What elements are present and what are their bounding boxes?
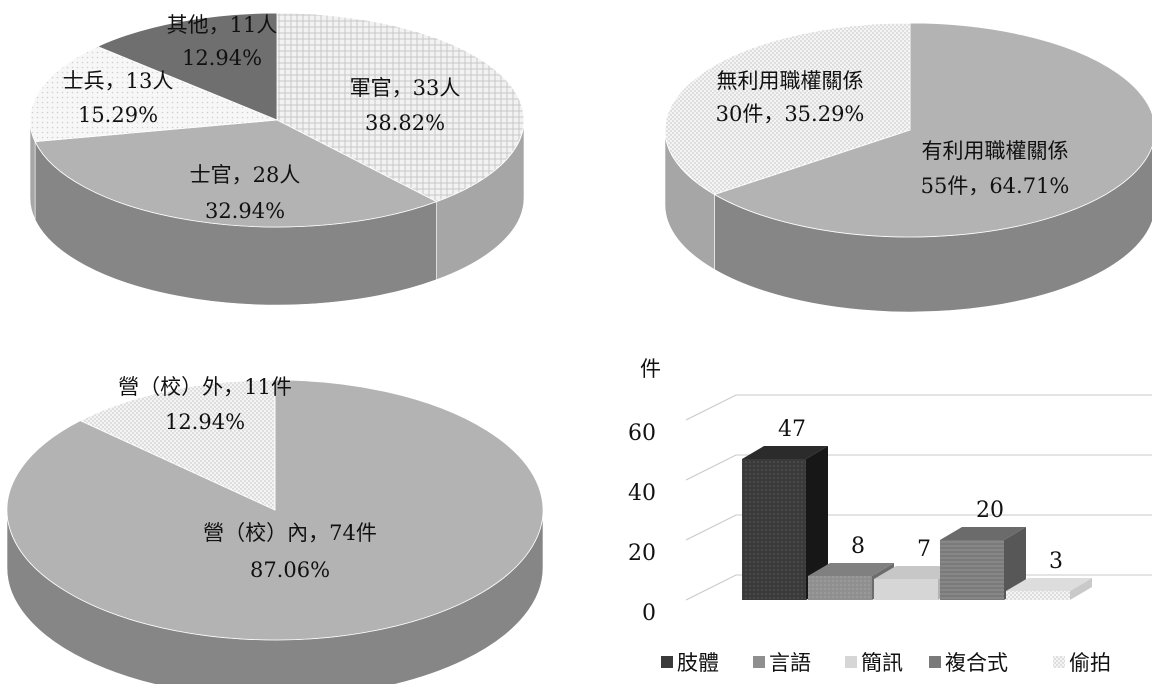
y-axis-label: 件: [640, 357, 661, 381]
bar-data-label: 47: [778, 417, 806, 442]
pie-chart-2: 有利用職權關係 55件，64.71% 無利用職權關係 30件，35.29%: [664, 22, 1152, 313]
pie-charts: 軍官，33人 38.82% 士官，28人 32.94% 士兵，13人 15.29% 其他，1…: [6, 12, 1152, 684]
pie-slice-1: [713, 22, 1152, 238]
legend-label: 簡訊: [861, 651, 903, 675]
slice-value-label: 55件，64.71%: [921, 174, 1070, 198]
bar-front: [1006, 591, 1070, 600]
bar-side: [1070, 578, 1092, 600]
bar-肢體: 47: [742, 417, 828, 600]
legend: 肢體 言語 簡訊 複合式 偷拍: [661, 651, 1111, 675]
slice-value-label: 87.06%: [250, 558, 330, 582]
slice-label: 營（校）外，11件: [118, 375, 292, 399]
pie-slice-4: [96, 12, 278, 121]
legend-swatch: [1053, 656, 1065, 668]
slice-label: 有利用職權關係: [922, 139, 1069, 163]
pie-slice-2: [664, 22, 911, 195]
bar-front: [742, 459, 806, 600]
legend-swatch: [929, 656, 941, 668]
bar-top: [808, 563, 894, 576]
slice-value-label: 15.29%: [78, 103, 158, 127]
slice-label: 士官，28人: [190, 163, 301, 187]
legend-label: 言語: [769, 651, 811, 675]
pie-slice-2: [34, 119, 438, 228]
bar-front: [808, 576, 872, 600]
bar-data-label: 20: [976, 498, 1004, 523]
legend-label: 複合式: [945, 651, 1008, 675]
slice-value-label: 32.94%: [205, 199, 285, 223]
slice-label: 其他，11人: [167, 13, 278, 37]
bar-side: [806, 446, 828, 600]
bar-chart: 0 20 40 60 件 47 8 7 20 3 肢體 言語 簡訊 複合式 偷拍: [628, 357, 1152, 675]
pie-slice-2: [79, 379, 276, 511]
pie-chart-1: 軍官，33人 38.82% 士官，28人 32.94% 士兵，13人 15.29% 其他，1…: [29, 12, 525, 306]
y-tick-label: 20: [628, 541, 656, 566]
legend-label: 肢體: [677, 651, 719, 675]
gridline: [685, 454, 1152, 481]
bar-top: [1006, 578, 1092, 591]
gridline: [685, 394, 1152, 421]
slice-value-label: 38.82%: [365, 111, 445, 135]
gridline: [685, 514, 1152, 541]
legend-swatch: [753, 656, 765, 668]
pie-slice-1: [276, 12, 525, 203]
slice-label: 軍官，33人: [350, 76, 461, 100]
bar-偷拍: 3: [1006, 549, 1092, 600]
bar-top: [940, 527, 1026, 540]
slice-label: 營（校）內，74件: [203, 521, 377, 545]
slice-value-label: 12.94%: [182, 46, 262, 70]
bar-side: [1004, 527, 1026, 600]
slice-label: 無利用職權關係: [717, 69, 864, 93]
bar-top: [874, 566, 960, 579]
legend-swatch: [845, 656, 857, 668]
bar-top: [742, 446, 828, 459]
pie-slice-3: [29, 46, 278, 143]
bar-複合式: 20: [940, 498, 1026, 600]
bar-front: [940, 540, 1004, 600]
y-tick-label: 60: [628, 421, 656, 446]
legend-swatch: [661, 656, 673, 668]
pie-sides: [29, 119, 525, 306]
bar-data-label: 8: [851, 534, 865, 559]
y-tick-label: 0: [642, 601, 656, 626]
pie-chart-3: 營（校）內，74件 87.06% 營（校）外，11件 12.94%: [6, 375, 544, 684]
slice-value-label: 12.94%: [165, 410, 245, 434]
bar-front: [874, 579, 938, 600]
legend-label: 偷拍: [1069, 651, 1111, 675]
bar-data-label: 7: [917, 537, 931, 562]
slice-value-label: 30件，35.29%: [716, 102, 865, 126]
y-tick-label: 40: [628, 481, 656, 506]
bar-data-label: 3: [1049, 549, 1063, 574]
slice-label: 士兵，13人: [63, 69, 174, 93]
